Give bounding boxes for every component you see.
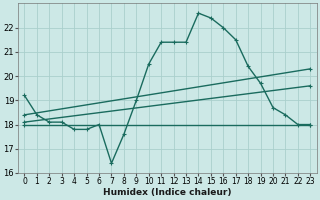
X-axis label: Humidex (Indice chaleur): Humidex (Indice chaleur) bbox=[103, 188, 232, 197]
